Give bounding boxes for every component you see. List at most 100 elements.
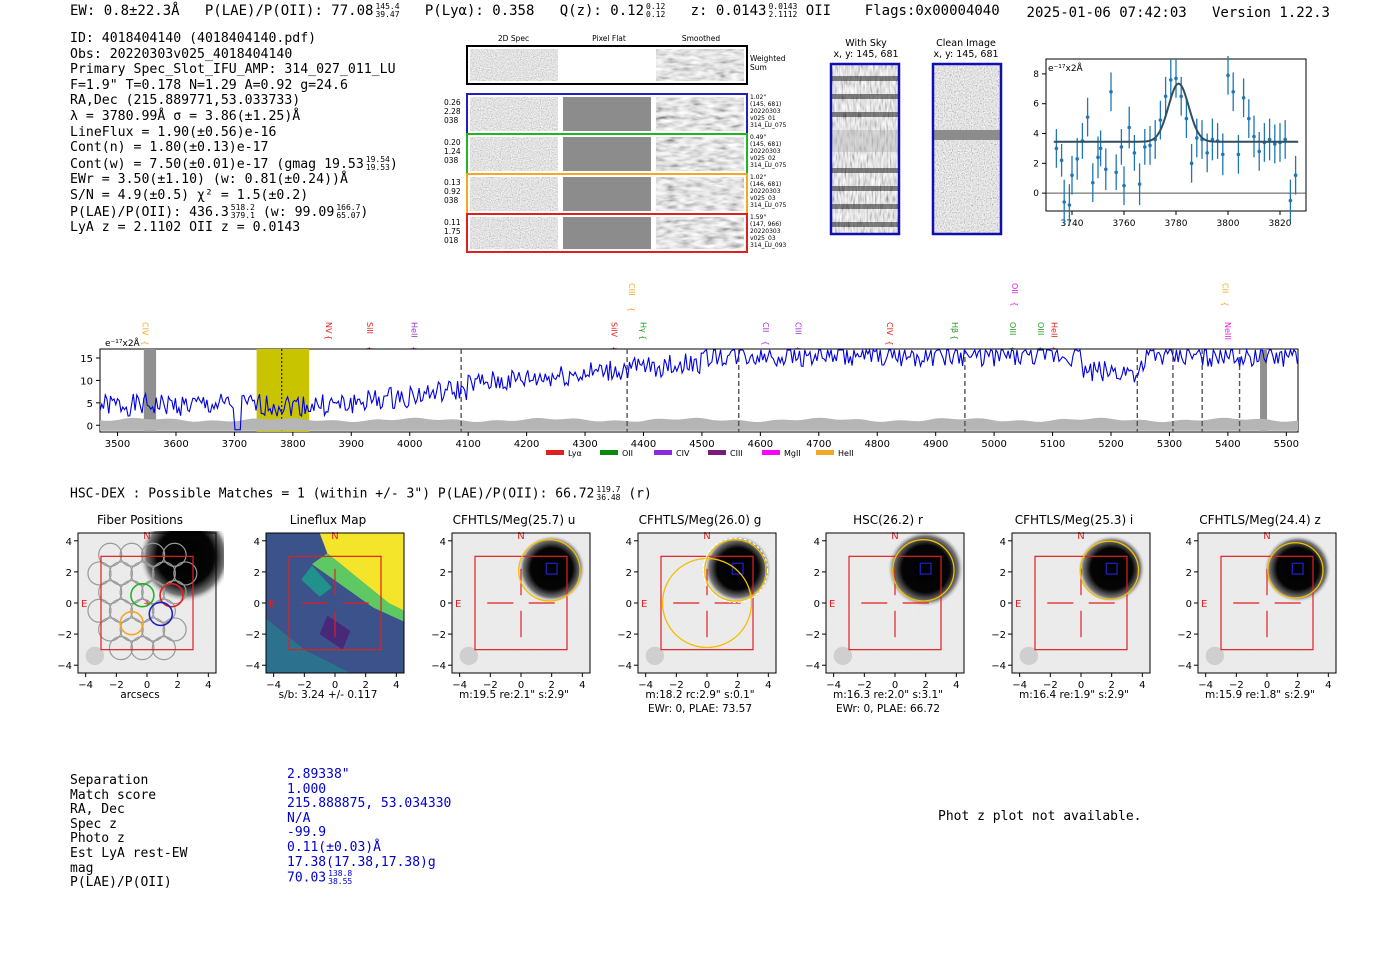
spectrum-xtick-label: 3600: [163, 439, 188, 450]
cutout-row-3: [466, 173, 748, 215]
x-tick-label: 4: [1325, 680, 1331, 691]
spectrum-ytick-label: 0: [87, 421, 93, 432]
zoom-point: [1132, 151, 1137, 155]
spectrum-yticks: 0 5 10 15: [80, 354, 100, 432]
fiber-green: [130, 582, 155, 608]
east-label: E: [269, 599, 275, 610]
zoom-point: [1163, 94, 1168, 99]
header-plae-range: 145.4 39.47: [375, 2, 400, 19]
spectrum-xtick-label: 3800: [280, 439, 305, 450]
fiber-red: [159, 582, 184, 608]
east-label: E: [641, 599, 647, 610]
svg-text:CIV: CIV: [676, 449, 690, 458]
imaging-panels: Fiber Positions + N E −4 −4 −2 −2 0 0 2 2 4 4 arcsecs L…: [40, 511, 1350, 726]
zoom-point: [1148, 143, 1152, 148]
fiber-circle: [98, 542, 123, 567]
header-version: Version 1.22.3: [1211, 5, 1330, 21]
fiber-circle: [98, 580, 123, 605]
zoom-point: [1122, 183, 1126, 188]
panel-image: N E −4 −4 −2 −2 0 0 2 2 4 4: [991, 531, 1151, 691]
spectrum-xtick-label: 4500: [689, 439, 714, 450]
y-tick-label: 2: [66, 568, 72, 579]
line-window: [256, 349, 310, 432]
fiber-circle: [87, 561, 112, 586]
emission-line-label: CII {: [1221, 283, 1230, 307]
fiber-circle: [141, 580, 166, 605]
hsc-title: HSC-DEX : Possible Matches = 1 (within +…: [70, 485, 652, 502]
x-tick-label: −4: [78, 680, 93, 691]
x-tick-label: 0: [1264, 680, 1270, 691]
sep-value-plae: 70.03 138.8 38.55: [287, 869, 353, 887]
zoom-point: [1226, 73, 1230, 78]
svg-text:HeII: HeII: [838, 449, 854, 458]
legend-entry: OII: [600, 449, 633, 458]
emission-line-label: SiII{: [365, 322, 374, 351]
cutout-panel: 2D Spec Pixel Flat Smoothed: [444, 34, 786, 254]
x-tick-label: 0: [144, 680, 150, 691]
x-tick-label: 2: [174, 680, 180, 691]
panel-title: Fiber Positions: [96, 513, 184, 527]
fiber-circle: [130, 636, 155, 661]
spectrum-xtick-label: 5400: [1215, 439, 1240, 450]
y-tick-label: 2: [626, 568, 632, 579]
search-box: [100, 555, 194, 651]
match-box: [731, 562, 744, 575]
x-tick-label: −4: [266, 680, 281, 691]
zoom-xtick-label: 3820: [1269, 219, 1292, 229]
zoom-point: [1091, 180, 1095, 185]
legend-entry: Lyα: [546, 449, 582, 458]
zoom-gaussian-fit: [1053, 82, 1299, 143]
east-label: E: [1015, 599, 1021, 610]
y-tick-label: −4: [57, 661, 72, 672]
ellipse-aperture: [1267, 542, 1324, 599]
x-tick-label: −4: [638, 680, 653, 691]
sep-value-photoz: -99.9: [287, 825, 327, 841]
source-blob: [1263, 535, 1332, 603]
zoom-point: [1241, 95, 1246, 100]
x-tick-label: 4: [393, 680, 399, 691]
full-spectrum-plot: CIV{NV{SiII{HeII{CIII{SiIV{Hγ{CII{CIII{C…: [80, 283, 1299, 458]
header-qz: Q(z): 0.12: [559, 3, 645, 19]
y-tick-label: −2: [805, 630, 820, 641]
zoom-ytick-label: 0: [1033, 189, 1039, 199]
zoom-point: [1179, 94, 1183, 99]
y-tick-label: 0: [254, 599, 260, 610]
match-box: [919, 562, 932, 575]
imaging-panel: HSC(26.2) r N E −4 −4 −2 −2 0 0 2 2 4 4 m:16.3 re:2.0…: [804, 511, 972, 726]
panel-caption: s/b: 3.24 +/- 0.117: [278, 689, 378, 701]
zoom-ytick-label: 6: [1033, 100, 1039, 110]
source-blob: [703, 535, 772, 603]
y-tick-label: −2: [245, 630, 260, 641]
center-marker: +: [143, 599, 151, 609]
y-tick-label: −4: [245, 661, 260, 672]
fiber-circle: [119, 580, 144, 605]
spectrum-xtick-label: 5100: [1040, 439, 1065, 450]
x-tick-label: −2: [483, 680, 498, 691]
east-label: E: [455, 599, 461, 610]
col-title-pixelflat: Pixel Flat: [592, 34, 626, 43]
emission-line-label: HeII{: [1049, 322, 1058, 351]
north-label: N: [143, 531, 150, 542]
header-plae: P(LAE)/P(OII): 77.08: [204, 3, 374, 19]
zoom-point: [1085, 115, 1090, 119]
spectrum-ytick-label: 5: [87, 399, 93, 410]
x-tick-label: −2: [297, 680, 312, 691]
emission-line-label: CIII{: [793, 322, 802, 351]
zoom-point: [1174, 76, 1178, 81]
fiber-circle: [151, 636, 176, 661]
fiber-circle: [141, 542, 166, 567]
info-sn: S/N = 4.9(±0.5) χ² = 1.5(±0.2): [70, 187, 309, 203]
emission-line-label: Hγ {: [638, 322, 647, 340]
header-z-range: 0.0143 2.1112: [768, 2, 798, 19]
x-tick-label: −2: [1229, 680, 1244, 691]
north-label: N: [1077, 531, 1084, 542]
col-title-smoothed: Smoothed: [681, 34, 721, 43]
svg-text:{: {: [1010, 302, 1019, 307]
emission-line-label: CIV {: [885, 322, 894, 346]
y-tick-label: −4: [431, 661, 446, 672]
spectrum-xtick-label: 4700: [806, 439, 831, 450]
zoom-xtick-label: 3740: [1061, 219, 1084, 229]
spectrum-xtick-label: 4900: [923, 439, 948, 450]
east-label: E: [829, 599, 835, 610]
header-datetime: 2025-01-06 07:42:03: [1026, 5, 1187, 21]
